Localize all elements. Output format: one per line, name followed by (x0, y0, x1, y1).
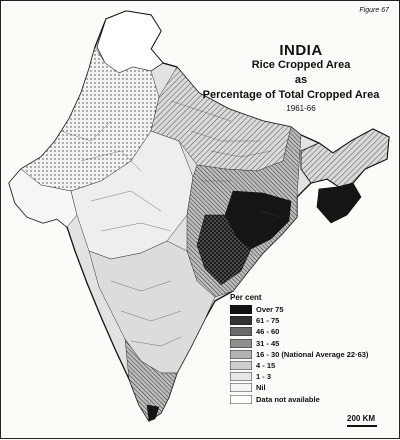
legend-item: 61 - 75 (230, 315, 398, 326)
legend-item: 46 - 60 (230, 326, 398, 337)
legend-swatch (230, 383, 252, 393)
region-northeast (300, 128, 390, 188)
legend-heading: Per cent (230, 293, 262, 302)
legend-label: 16 - 30 (National Average 22·63) (256, 349, 369, 359)
region-west (8, 168, 78, 228)
legend-swatch (230, 361, 252, 371)
legend-swatch (230, 327, 252, 337)
scale-bar (347, 425, 377, 427)
legend-label: 31 - 45 (256, 338, 280, 348)
legend-label: Over 75 (256, 305, 284, 315)
legend-swatch (230, 316, 252, 326)
map-title-line2: as (294, 74, 308, 86)
legend-swatch (230, 372, 252, 382)
figure-number: Figure 67 (359, 7, 389, 14)
legend-item: Over 75 (230, 304, 398, 315)
map-title-line3: Percentage of Total Cropped Area (202, 89, 380, 101)
legend-label: Nil (256, 383, 266, 393)
legend-item: Nil (230, 382, 398, 393)
region-southern-tip (146, 404, 160, 422)
legend-item: Data not available (230, 394, 398, 405)
legend-swatch (230, 305, 252, 315)
legend-item: 31 - 45 (230, 338, 398, 349)
legend-label: 61 - 75 (256, 316, 280, 326)
region-deccan (88, 240, 216, 374)
legend-label: 4 - 15 (256, 361, 276, 371)
legend-item: 4 - 15 (230, 360, 398, 371)
region-northeast-high (316, 182, 362, 224)
legend-item: 16 - 30 (National Average 22·63) (230, 349, 398, 360)
map-title-country: INDIA (279, 42, 323, 59)
district-boundaries (60, 100, 282, 347)
legend-swatch (230, 394, 252, 404)
legend-swatch (230, 349, 252, 359)
legend-label: Data not available (256, 394, 320, 404)
legend-label: 1 - 3 (256, 372, 272, 382)
region-61-75 (196, 214, 252, 286)
region-north (96, 10, 164, 74)
legend-item: 1 - 3 (230, 371, 398, 382)
legend-label: 46 - 60 (256, 327, 280, 337)
map-title-period: 1961-66 (286, 104, 316, 113)
scale-label: 200 KM (347, 414, 376, 423)
map-title-line1: Rice Cropped Area (251, 59, 351, 71)
legend: Per cent Over 75 61 - 75 46 - 60 31 - 45… (230, 293, 398, 405)
legend-swatch (230, 338, 252, 348)
